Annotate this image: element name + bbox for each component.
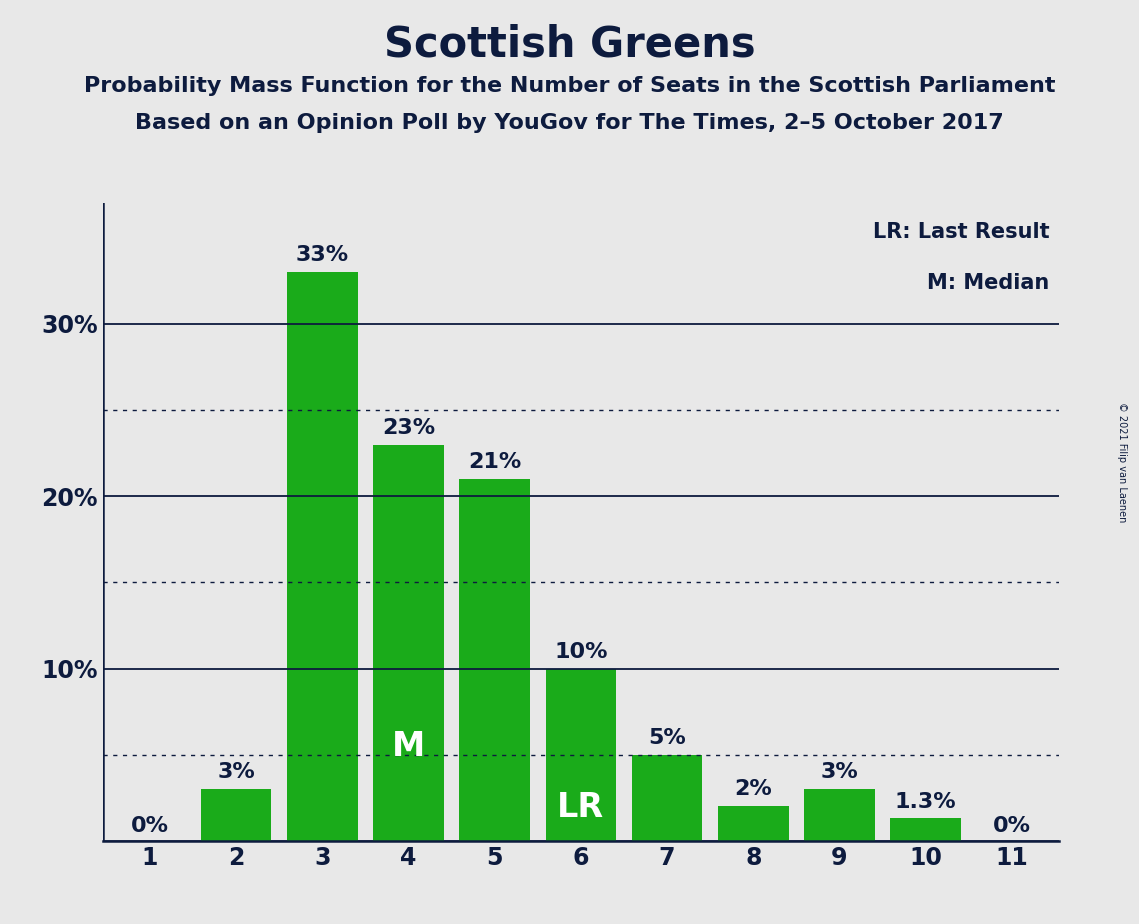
Bar (287, 273, 358, 841)
Text: 0%: 0% (993, 816, 1031, 835)
Text: Probability Mass Function for the Number of Seats in the Scottish Parliament: Probability Mass Function for the Number… (84, 76, 1055, 96)
Bar (891, 819, 961, 841)
Text: 23%: 23% (382, 418, 435, 438)
Text: 2%: 2% (735, 780, 772, 799)
Text: 3%: 3% (820, 762, 859, 783)
Text: 1.3%: 1.3% (895, 792, 957, 811)
Text: LR: Last Result: LR: Last Result (874, 223, 1050, 242)
Text: LR: LR (557, 791, 605, 823)
Text: Based on an Opinion Poll by YouGov for The Times, 2–5 October 2017: Based on an Opinion Poll by YouGov for T… (136, 113, 1003, 133)
Text: © 2021 Filip van Laenen: © 2021 Filip van Laenen (1117, 402, 1126, 522)
Text: Scottish Greens: Scottish Greens (384, 23, 755, 65)
Bar (459, 479, 530, 841)
Text: 33%: 33% (296, 245, 349, 265)
Text: 10%: 10% (555, 641, 607, 662)
Text: 5%: 5% (648, 728, 686, 748)
Bar (632, 755, 703, 841)
Text: 0%: 0% (131, 816, 169, 835)
Text: M: Median: M: Median (927, 274, 1050, 294)
Text: M: M (392, 730, 425, 763)
Bar (374, 444, 444, 841)
Bar (546, 669, 616, 841)
Bar (718, 807, 788, 841)
Text: 3%: 3% (218, 762, 255, 783)
Bar (804, 789, 875, 841)
Bar (200, 789, 271, 841)
Text: 21%: 21% (468, 452, 522, 472)
